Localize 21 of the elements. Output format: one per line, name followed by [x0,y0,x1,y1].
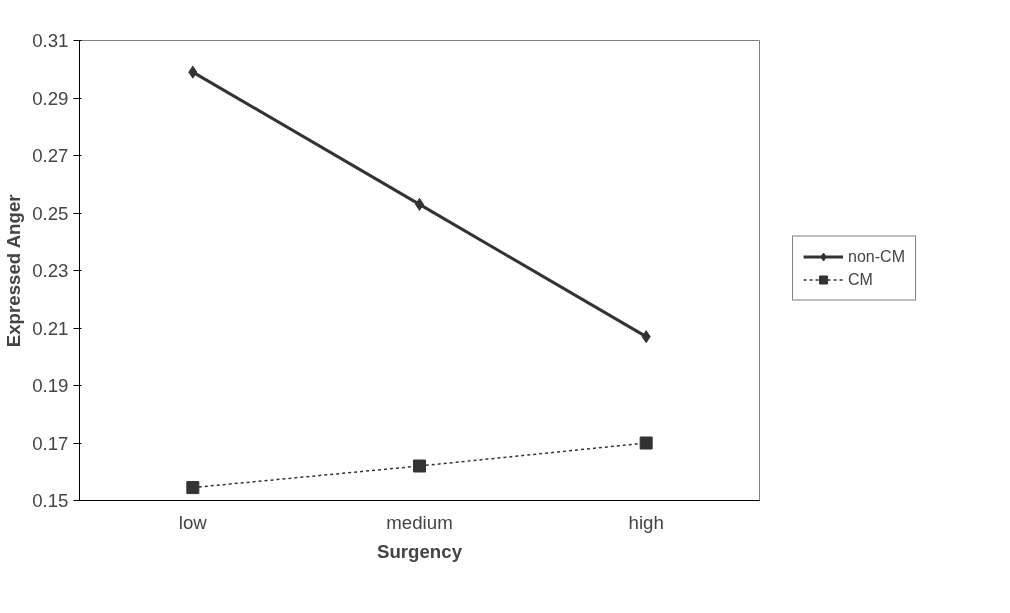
y-tick-label: 0.29 [32,87,69,109]
y-tick-label: 0.31 [32,30,69,51]
y-tick-label: 0.25 [32,202,69,224]
x-tick-label: low [178,511,208,533]
y-tick-label: 0.21 [32,317,69,339]
y-tick-label: 0.19 [32,375,69,396]
y-axis-title: Expressed Anger [3,194,25,348]
y-tick-label: 0.23 [32,260,69,281]
y-tick-label: 0.15 [32,490,69,511]
point [639,436,653,450]
point [188,65,198,79]
x-tick-label: medium [386,511,453,533]
point [641,330,651,344]
point [186,481,200,495]
x-axis-title: Surgency [376,540,463,562]
legend-label: CM [848,270,873,289]
y-tick-label: 0.17 [32,432,69,454]
point [413,459,426,473]
x-tick-label: high [628,511,664,533]
legend-label: non-CM [848,247,905,266]
y-tick-label: 0.27 [32,145,69,166]
